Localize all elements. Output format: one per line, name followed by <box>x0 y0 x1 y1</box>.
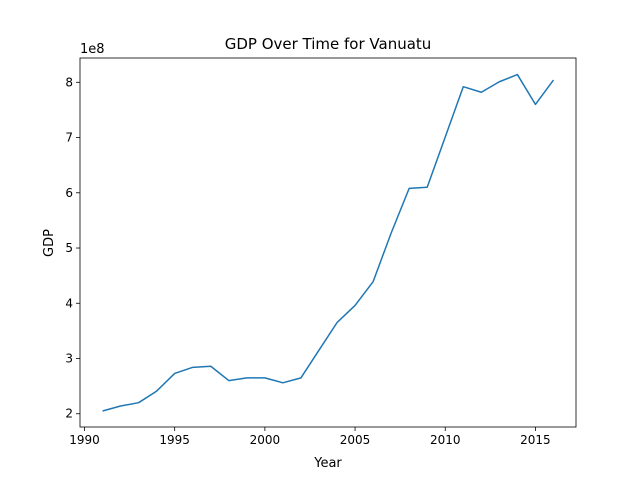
x-tick-label: 2010 <box>430 433 461 447</box>
x-tick-label: 2000 <box>250 433 281 447</box>
y-tick-label: 3 <box>65 352 73 366</box>
x-tick-label: 1995 <box>159 433 190 447</box>
plot-area: 1990 1995 2000 2005 2010 2015 2 3 4 5 6 7 8 <box>65 57 577 447</box>
y-axis-label: GDP <box>42 229 57 257</box>
series-line-0 <box>102 73 555 412</box>
x-tick-label: 2005 <box>340 433 371 447</box>
y-tick-label: 7 <box>65 131 73 145</box>
y-axis-offset-label: 1e8 <box>80 42 105 57</box>
x-tick-label: 2015 <box>520 433 551 447</box>
y-tick-label: 8 <box>65 75 73 89</box>
x-tick-label: 1990 <box>69 433 100 447</box>
x-axis-label: Year <box>313 456 342 471</box>
y-tick-label: 2 <box>65 407 73 421</box>
y-tick-label: 6 <box>65 186 73 200</box>
y-tick-label: 4 <box>65 296 73 310</box>
plot-frame <box>79 57 577 428</box>
y-tick-label: 5 <box>65 241 73 255</box>
chart-title: GDP Over Time for Vanuatu <box>225 35 432 53</box>
